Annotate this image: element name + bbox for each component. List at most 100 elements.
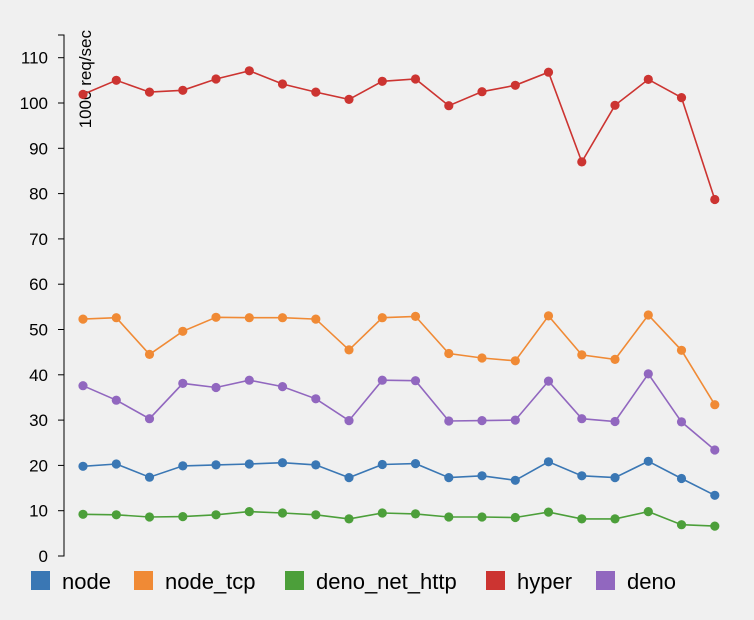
data-point-node bbox=[710, 490, 720, 500]
legend-item-hyper: hyper bbox=[486, 569, 572, 594]
data-point-deno bbox=[444, 416, 454, 426]
data-point-deno_net_http bbox=[144, 512, 155, 522]
data-point-hyper bbox=[444, 101, 454, 111]
data-point-deno_net_http bbox=[543, 507, 554, 517]
data-point-deno bbox=[510, 415, 520, 425]
data-point-node bbox=[444, 473, 454, 483]
data-point-deno bbox=[543, 376, 554, 386]
data-point-hyper bbox=[643, 74, 653, 84]
plot-area bbox=[78, 66, 720, 531]
legend-item-deno: deno bbox=[596, 569, 676, 594]
data-point-deno bbox=[610, 416, 620, 427]
data-point-deno bbox=[311, 394, 321, 404]
data-point-node bbox=[643, 456, 653, 466]
series-line-node bbox=[82, 460, 716, 497]
legend-swatch bbox=[596, 571, 615, 590]
data-point-deno bbox=[211, 382, 221, 393]
data-point-node bbox=[477, 471, 487, 481]
data-point-node bbox=[577, 471, 587, 481]
data-point-deno_net_http bbox=[244, 507, 254, 517]
data-point-node bbox=[676, 473, 687, 484]
data-point-deno_net_http bbox=[577, 514, 587, 524]
y-axis-label: 1000 req/sec bbox=[76, 30, 95, 129]
data-point-node bbox=[178, 461, 188, 471]
data-point-node_tcp bbox=[211, 312, 221, 322]
data-point-deno_net_http bbox=[178, 511, 188, 522]
data-point-deno_net_http bbox=[510, 512, 520, 523]
y-tick-label: 40 bbox=[29, 366, 48, 385]
legend-swatch bbox=[31, 571, 50, 590]
data-point-deno_net_http bbox=[211, 510, 221, 520]
series-line-hyper bbox=[82, 69, 716, 200]
legend-swatch bbox=[486, 571, 505, 590]
data-point-node_tcp bbox=[178, 326, 188, 336]
data-point-node_tcp bbox=[676, 345, 687, 355]
data-point-hyper bbox=[111, 75, 121, 85]
data-point-deno_net_http bbox=[610, 514, 620, 524]
data-point-node bbox=[311, 460, 321, 470]
data-point-node bbox=[277, 458, 288, 468]
data-point-node_tcp bbox=[610, 354, 620, 364]
data-point-deno_net_http bbox=[111, 510, 121, 520]
y-tick-label: 10 bbox=[29, 502, 48, 521]
data-point-hyper bbox=[311, 87, 321, 97]
data-point-deno bbox=[710, 445, 720, 455]
series-node_tcp bbox=[78, 310, 720, 410]
y-tick-label: 80 bbox=[29, 185, 48, 204]
data-point-hyper bbox=[710, 194, 720, 205]
legend-label: deno_net_http bbox=[316, 569, 457, 594]
data-point-node_tcp bbox=[510, 356, 520, 366]
data-point-deno bbox=[144, 414, 155, 424]
data-point-deno_net_http bbox=[377, 508, 387, 518]
data-point-node bbox=[344, 473, 354, 483]
data-point-hyper bbox=[410, 74, 421, 84]
data-point-hyper bbox=[577, 157, 587, 167]
data-point-hyper bbox=[78, 89, 88, 99]
data-point-hyper bbox=[510, 80, 520, 90]
data-point-node_tcp bbox=[543, 311, 554, 321]
y-axis-line bbox=[58, 34, 65, 557]
data-point-deno bbox=[344, 416, 354, 426]
legend-label: node bbox=[62, 569, 111, 594]
series-node bbox=[78, 456, 720, 500]
data-point-node_tcp bbox=[710, 400, 720, 410]
data-point-hyper bbox=[377, 76, 387, 86]
data-point-node_tcp bbox=[643, 310, 653, 320]
data-point-node bbox=[111, 459, 121, 469]
data-point-deno bbox=[111, 395, 121, 405]
y-tick-label: 90 bbox=[29, 139, 48, 158]
y-tick-label: 70 bbox=[29, 230, 48, 249]
legend-label: node_tcp bbox=[165, 569, 256, 594]
data-point-deno bbox=[676, 417, 687, 427]
data-point-deno bbox=[277, 382, 288, 392]
series-line-deno bbox=[82, 372, 716, 451]
data-point-hyper bbox=[344, 94, 354, 104]
data-point-deno bbox=[377, 375, 387, 385]
legend-label: deno bbox=[627, 569, 676, 594]
data-point-node_tcp bbox=[277, 313, 288, 323]
data-point-hyper bbox=[178, 85, 188, 95]
data-point-hyper bbox=[477, 87, 487, 97]
data-point-deno_net_http bbox=[78, 509, 88, 519]
data-point-deno_net_http bbox=[344, 514, 354, 524]
data-point-deno_net_http bbox=[277, 508, 288, 518]
data-point-node bbox=[211, 460, 221, 470]
data-point-deno_net_http bbox=[311, 510, 321, 520]
data-point-node_tcp bbox=[244, 313, 254, 323]
data-point-node bbox=[144, 472, 155, 482]
legend-item-deno_net_http: deno_net_http bbox=[285, 569, 457, 594]
legend-item-node: node bbox=[31, 569, 111, 594]
y-tick-label: 100 bbox=[20, 94, 48, 113]
legend-label: hyper bbox=[517, 569, 572, 594]
data-point-deno bbox=[577, 414, 587, 424]
data-point-deno_net_http bbox=[676, 520, 687, 530]
data-point-node bbox=[377, 459, 387, 470]
data-point-deno_net_http bbox=[444, 512, 454, 522]
data-point-hyper bbox=[244, 66, 254, 76]
data-point-node_tcp bbox=[144, 349, 155, 359]
data-point-node_tcp bbox=[311, 314, 321, 324]
data-point-node_tcp bbox=[577, 350, 587, 360]
data-point-node_tcp bbox=[78, 314, 88, 324]
data-point-hyper bbox=[543, 67, 554, 77]
data-point-node bbox=[510, 475, 520, 485]
